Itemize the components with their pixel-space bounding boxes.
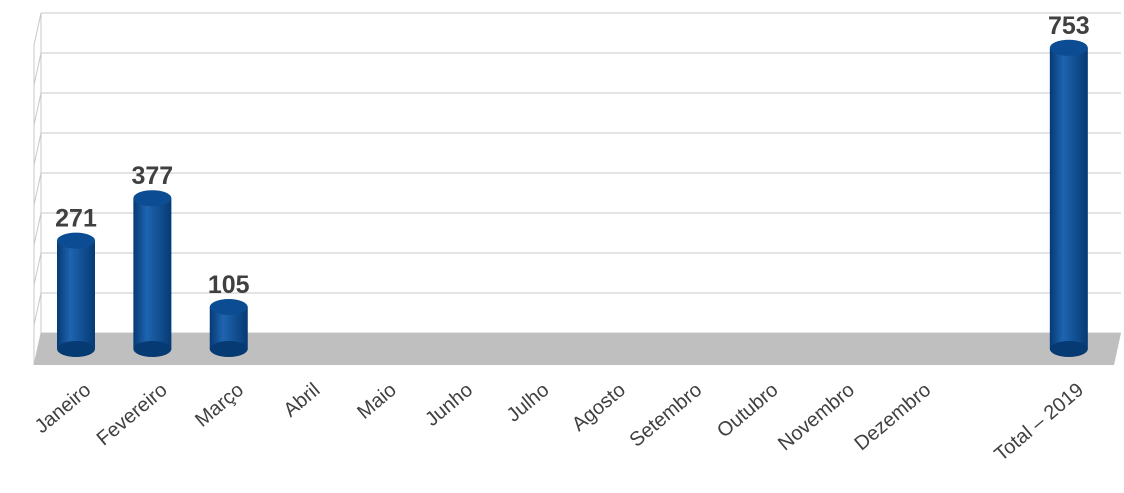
wall-tick-8 xyxy=(33,12,42,46)
tick-label-12: Dezembro xyxy=(850,379,935,455)
wall-tick-5 xyxy=(33,132,42,166)
tick-label-4: Abril xyxy=(280,379,325,422)
chart-floor xyxy=(34,333,1121,365)
tick-label-8: Agosto xyxy=(568,379,630,436)
data-labels: 271 377 105 753 xyxy=(55,12,1090,299)
bar-3 xyxy=(209,299,248,357)
bar-2 xyxy=(133,190,172,357)
wall-tick-1 xyxy=(33,292,42,326)
data-label-14: 753 xyxy=(1048,12,1090,40)
wall-tick-3 xyxy=(33,212,42,246)
tick-label-7: Julho xyxy=(503,379,554,427)
tick-label-2: Fevereiro xyxy=(93,379,172,450)
tick-label-14: Total – 2019 xyxy=(990,379,1088,466)
wall-tick-7 xyxy=(33,52,42,86)
data-label-1: 271 xyxy=(55,205,97,233)
gridlines xyxy=(33,12,1121,366)
tick-label-9: Setembro xyxy=(626,379,707,452)
bar-1 xyxy=(57,232,95,357)
wall-tick-4 xyxy=(33,172,42,206)
data-label-3: 105 xyxy=(208,271,250,299)
tick-label-11: Novembro xyxy=(774,379,859,455)
wall-tick-2 xyxy=(33,252,42,286)
tick-label-3: Março xyxy=(191,379,248,432)
tick-label-6: Junho xyxy=(421,379,477,431)
bar-14 xyxy=(1049,39,1088,357)
bars xyxy=(57,39,1088,357)
tick-label-1: Janeiro xyxy=(31,379,95,438)
tick-label-10: Outubro xyxy=(713,379,783,442)
wall-tick-6 xyxy=(33,92,42,126)
tick-label-5: Maio xyxy=(353,379,400,424)
data-label-2: 377 xyxy=(132,162,174,190)
